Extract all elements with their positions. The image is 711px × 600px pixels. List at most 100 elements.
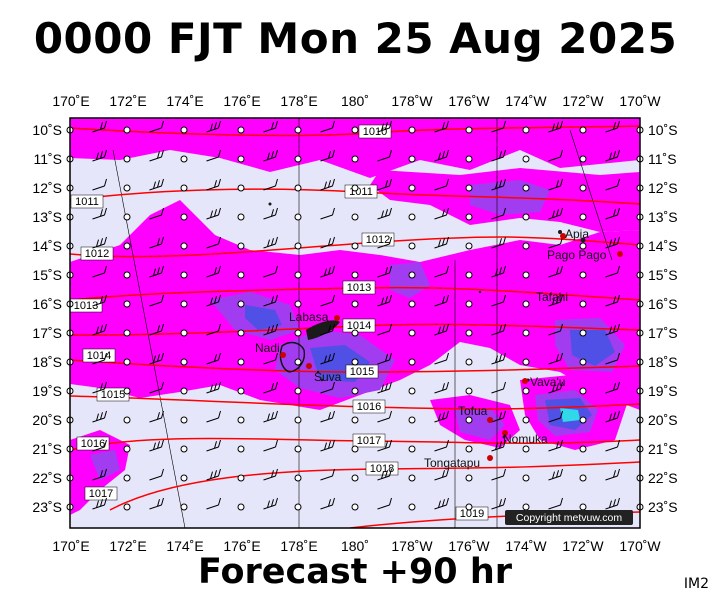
lat-label-left: 23˚S xyxy=(32,499,62,515)
lat-label-right: 16˚S xyxy=(648,296,678,312)
calm-circle-icon xyxy=(123,387,131,395)
place-label-vavau: Vava'u xyxy=(530,375,565,389)
calm-circle-icon xyxy=(465,358,473,366)
lat-label-right: 20˚S xyxy=(648,412,678,428)
calm-circle-icon xyxy=(294,184,302,192)
calm-circle-icon xyxy=(123,271,131,279)
place-label-nomuka: Nomuka xyxy=(503,432,548,446)
wind-barb-icon xyxy=(434,323,449,336)
wind-barb-icon xyxy=(92,468,107,481)
wind-barb-icon xyxy=(92,294,107,307)
calm-circle-icon xyxy=(522,445,530,453)
lon-label-top: 174˚W xyxy=(505,93,547,109)
calm-circle-icon xyxy=(123,474,131,482)
wind-barb-icon xyxy=(377,323,392,336)
wind-barb-icon xyxy=(92,236,107,249)
calm-circle-icon xyxy=(294,300,302,308)
calm-circle-icon xyxy=(237,213,245,221)
lon-label-bottom: 174˚W xyxy=(505,538,547,554)
wind-barb-icon xyxy=(548,178,563,191)
wind-barb-icon xyxy=(320,236,335,249)
lat-label-left: 10˚S xyxy=(32,122,62,138)
wind-barb-icon xyxy=(377,236,392,249)
calm-circle-icon xyxy=(294,387,302,395)
calm-circle-icon xyxy=(579,445,587,453)
wind-barb-icon xyxy=(605,468,620,481)
wind-barb-icon xyxy=(434,236,449,249)
wind-barb-icon xyxy=(548,323,563,336)
calm-circle-icon xyxy=(465,213,473,221)
wind-barb-icon xyxy=(206,439,221,452)
calm-circle-icon xyxy=(522,184,530,192)
calm-circle-icon xyxy=(408,155,416,163)
calm-circle-icon xyxy=(294,126,302,134)
calm-circle-icon xyxy=(351,503,359,511)
calm-circle-icon xyxy=(237,329,245,337)
wind-barb-icon xyxy=(491,149,506,162)
place-labels: Apia Pago Pago Tafahi Labasa Nadi Suva V… xyxy=(255,227,607,470)
calm-circle-icon xyxy=(465,503,473,511)
place-label-tafahi: Tafahi xyxy=(536,290,568,304)
wind-barb-icon xyxy=(548,352,563,365)
calm-circle-icon xyxy=(237,126,245,134)
calm-circle-icon xyxy=(522,155,530,163)
land-masses xyxy=(268,202,586,439)
wind-barb-icon xyxy=(206,381,221,394)
wind-barb-icon xyxy=(206,497,221,510)
calm-circle-icon xyxy=(522,329,530,337)
town-marker-icon xyxy=(502,430,508,436)
calm-circle-icon xyxy=(579,126,587,134)
lon-label-top: 172˚E xyxy=(109,93,146,109)
isobar-label: 1017 xyxy=(89,488,113,500)
wind-barb-icon xyxy=(548,294,563,307)
wind-barb-icon xyxy=(434,468,449,481)
calm-circle-icon xyxy=(465,445,473,453)
calm-circle-icon xyxy=(180,474,188,482)
town-marker-icon xyxy=(334,315,340,321)
lat-label-right: 11˚S xyxy=(648,151,677,167)
wind-barb-icon xyxy=(92,178,107,191)
calm-circle-icon xyxy=(465,242,473,250)
lat-label-left: 18˚S xyxy=(32,354,62,370)
axis-labels: 170˚E 172˚E 174˚E 176˚E 178˚E 180˚ 178˚W… xyxy=(32,93,677,554)
calm-circle-icon xyxy=(465,387,473,395)
lat-label-right: 14˚S xyxy=(648,238,678,254)
calm-circle-icon xyxy=(294,474,302,482)
calm-circle-icon xyxy=(351,271,359,279)
wind-barb-icon xyxy=(92,265,107,278)
calm-circle-icon xyxy=(408,474,416,482)
wind-barb-icon xyxy=(92,497,107,510)
forecast-label: Forecast +90 hr xyxy=(197,552,513,592)
calm-circle-icon xyxy=(351,213,359,221)
calm-circle-icon xyxy=(351,126,359,134)
place-label-suva: Suva xyxy=(314,370,342,384)
wind-barb-icon xyxy=(263,265,278,278)
wind-barb-icon xyxy=(320,207,335,220)
calm-circle-icon xyxy=(294,358,302,366)
place-label-labasa: Labasa xyxy=(289,310,329,324)
calm-circle-icon xyxy=(294,445,302,453)
isobar-label: 1017 xyxy=(357,435,381,447)
lon-label-bottom: 178˚W xyxy=(391,538,433,554)
wind-barb-icon xyxy=(263,323,278,336)
wind-barb-icon xyxy=(377,265,392,278)
calm-circle-icon xyxy=(522,503,530,511)
lon-label-bottom: 170˚W xyxy=(619,538,661,554)
isobar-label-group: 1010 1011 1011 1012 1012 1013 1013 1014 … xyxy=(69,124,489,521)
wind-barb-icon xyxy=(320,439,335,452)
wind-barb-icon xyxy=(263,149,278,162)
wind-barb-icon xyxy=(320,120,335,133)
wind-barb-icon xyxy=(548,497,563,510)
wind-barb-icon xyxy=(92,323,107,336)
wind-barb-icon xyxy=(377,352,392,365)
calm-circle-icon xyxy=(465,271,473,279)
calm-circle-icon xyxy=(579,503,587,511)
lon-label-bottom: 170˚E xyxy=(52,538,89,554)
calm-circle-icon xyxy=(351,387,359,395)
calm-circle-icon xyxy=(408,242,416,250)
wind-barb-icon xyxy=(605,410,620,423)
calm-circle-icon xyxy=(579,213,587,221)
lat-label-left: 21˚S xyxy=(32,441,62,457)
wind-barb-icon xyxy=(206,120,221,133)
lat-label-left: 19˚S xyxy=(32,383,62,399)
